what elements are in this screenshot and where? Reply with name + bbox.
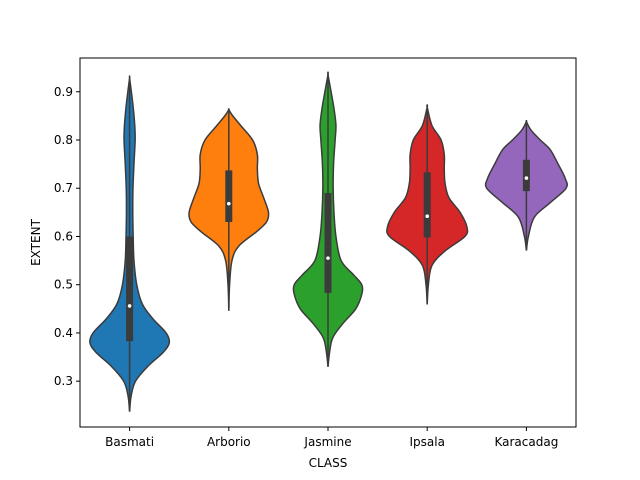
violin-median-dot	[127, 304, 132, 308]
y-axis-label: EXTENT	[29, 218, 43, 265]
y-tick-label: 0.5	[54, 278, 73, 292]
violin-arborio	[188, 108, 270, 311]
violin-ipsala	[386, 104, 469, 305]
violin-median-dot	[425, 214, 430, 219]
y-tick-label: 0.6	[54, 229, 73, 243]
y-tick-label: 0.7	[54, 181, 73, 195]
violin-median-dot	[524, 176, 529, 180]
x-axis-label: CLASS	[309, 456, 348, 470]
violin-median-dot	[227, 201, 231, 206]
violin-group	[89, 71, 569, 412]
violin-iqr-box	[225, 170, 233, 222]
y-tick-label: 0.4	[54, 326, 73, 340]
violin-jasmine	[292, 71, 364, 367]
y-tick-label: 0.3	[54, 374, 73, 388]
violin-iqr-box	[423, 172, 431, 238]
plot-frame	[79, 57, 577, 428]
y-axis-ticks: 0.3 0.4 0.5 0.6 0.7 0.8 0.9	[54, 85, 80, 388]
y-tick-label: 0.9	[54, 85, 73, 99]
violin-basmati	[89, 75, 171, 412]
x-tick-label: Basmati	[105, 435, 154, 449]
violin-iqr-box	[324, 193, 332, 293]
violin-karacadag	[484, 119, 569, 251]
y-tick-label: 0.8	[54, 133, 73, 147]
x-tick-label: Karacadag	[494, 435, 558, 449]
x-tick-label: Jasmine	[303, 435, 351, 449]
violin-iqr-box	[522, 159, 530, 192]
x-tick-label: Ipsala	[409, 435, 444, 449]
x-tick-label: Arborio	[207, 435, 251, 449]
x-axis-ticks: Basmati Arborio Jasmine Ipsala Karacadag	[105, 427, 558, 449]
violin-median-dot	[326, 256, 330, 260]
violin-iqr-box	[126, 236, 134, 342]
